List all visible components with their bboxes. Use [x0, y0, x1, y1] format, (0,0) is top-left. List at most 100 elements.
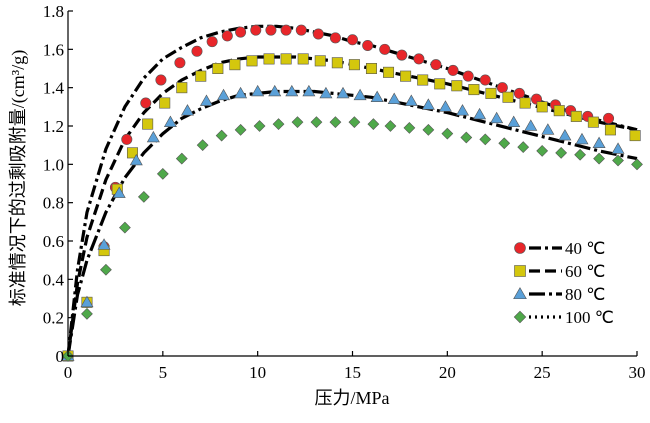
y-tick-label: 0.8	[43, 194, 64, 213]
data-point-square	[297, 53, 309, 65]
data-point-diamond	[612, 154, 624, 167]
data-point-diamond	[156, 168, 169, 180]
data-point-circle	[265, 24, 277, 36]
data-point-diamond	[517, 141, 530, 153]
data-point-circle	[496, 82, 508, 94]
data-point-circle	[479, 74, 491, 86]
data-point-diamond	[403, 122, 416, 134]
data-point-circle	[174, 57, 186, 69]
data-point-diamond	[253, 120, 266, 132]
data-point-diamond	[536, 145, 549, 157]
data-point-triangle	[129, 153, 143, 166]
data-point-triangle	[251, 84, 265, 97]
y-tick-label: 1.6	[43, 40, 64, 59]
data-point-triangle	[180, 104, 194, 116]
x-axis-title: 压力/MPa	[314, 388, 389, 408]
data-point-square	[280, 53, 292, 65]
data-point-diamond	[81, 307, 93, 320]
data-point-triangle	[524, 119, 538, 131]
legend-label: 100 ℃	[565, 308, 614, 327]
data-point-square	[246, 55, 258, 67]
data-point-circle	[413, 53, 425, 65]
data-point-square	[536, 101, 548, 113]
data-point-circle	[430, 59, 442, 71]
data-point-diamond	[384, 120, 397, 132]
data-point-square	[629, 130, 641, 142]
data-point-square	[400, 70, 412, 82]
x-tick-label: 20	[439, 363, 456, 382]
data-point-circle	[379, 43, 391, 55]
data-point-triangle	[611, 142, 625, 154]
data-point-triangle	[97, 238, 111, 250]
data-point-circle	[221, 30, 233, 42]
legend: 40 ℃ 60 ℃ 80 ℃ 100 ℃	[513, 239, 614, 327]
data-point-circle	[329, 32, 341, 44]
y-tick-label: 0	[56, 347, 65, 366]
data-point-diamond	[175, 152, 188, 165]
data-point-triangle	[507, 115, 521, 127]
y-tick-label: 1.8	[43, 2, 64, 21]
data-point-triangle	[319, 86, 333, 99]
data-point-circle	[191, 45, 203, 57]
data-point-circle	[462, 70, 474, 82]
data-point-diamond	[479, 133, 492, 146]
data-point-diamond	[422, 123, 435, 136]
data-point-circle	[396, 49, 408, 61]
data-point-circle	[121, 133, 133, 145]
data-point-square	[383, 66, 395, 78]
data-point-triangle	[302, 84, 316, 97]
data-point-diamond	[441, 127, 454, 140]
x-ticks: 0 5 10 15 20 25 30	[64, 351, 646, 382]
y-tick-label: 0.6	[43, 232, 64, 251]
data-point-diamond	[555, 146, 568, 159]
x-tick-label: 30	[629, 363, 646, 382]
data-point-diamond	[367, 118, 380, 130]
data-point-square	[212, 62, 224, 74]
data-point-square	[553, 105, 565, 117]
data-point-triangle	[268, 84, 282, 97]
data-point-triangle	[146, 130, 160, 143]
data-point-triangle	[421, 98, 435, 110]
legend-marker-square	[514, 265, 526, 277]
data-point-triangle	[438, 100, 452, 112]
data-point-circle	[280, 24, 292, 36]
data-point-triangle	[490, 111, 504, 124]
data-point-circle	[362, 39, 374, 51]
data-point-circle	[250, 24, 262, 36]
series-curve-0	[66, 24, 638, 357]
data-point-square	[519, 97, 531, 109]
data-point-square	[348, 59, 360, 71]
data-point-diamond	[196, 139, 209, 152]
data-point-diamond	[310, 116, 323, 129]
fit-curves	[66, 24, 638, 357]
data-point-circle	[140, 97, 152, 109]
data-point-diamond	[460, 131, 473, 144]
data-point-square	[468, 84, 480, 96]
data-point-diamond	[593, 152, 605, 165]
data-point-triangle	[80, 295, 94, 308]
y-tick-label: 0.2	[43, 309, 64, 328]
y-tick-label: 1.4	[43, 79, 65, 98]
data-point-circle	[513, 87, 525, 99]
y-tick-label: 1.0	[43, 155, 64, 174]
data-point-circle	[447, 64, 459, 76]
data-point-square	[159, 97, 171, 109]
data-point-square	[570, 110, 582, 122]
data-point-diamond	[574, 148, 586, 161]
legend-label: 60 ℃	[565, 262, 605, 281]
data-point-diamond	[348, 116, 361, 129]
data-point-square	[331, 57, 343, 69]
data-point-triangle	[217, 88, 231, 101]
data-point-diamond	[234, 123, 247, 136]
y-axis-title: 标准情况下的过剩吸附量/(cm³/g)	[8, 50, 29, 306]
x-tick-label: 0	[64, 363, 73, 382]
data-point-triangle	[592, 136, 606, 149]
x-tick-label: 5	[159, 363, 168, 382]
legend-marker-triangle	[513, 287, 527, 300]
data-point-diamond	[498, 137, 511, 150]
data-point-circle	[206, 36, 218, 48]
data-point-diamond	[631, 158, 643, 171]
data-point-triangle	[234, 86, 248, 99]
data-point-circle	[346, 34, 358, 46]
